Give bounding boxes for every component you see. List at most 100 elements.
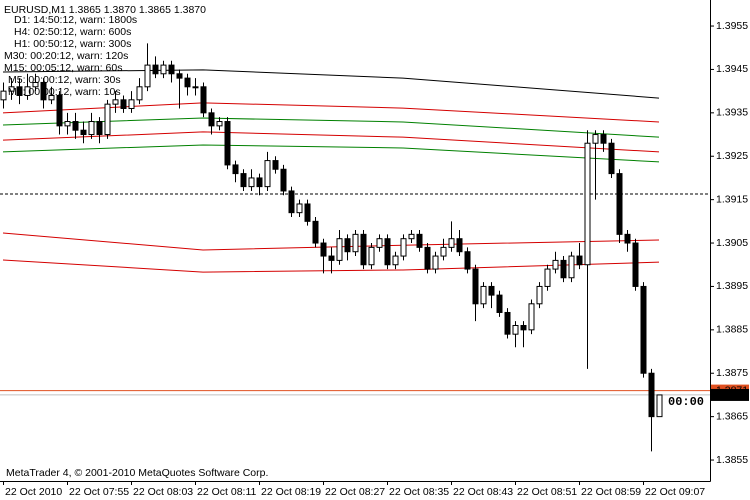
candle-body-down (496, 294, 503, 313)
indicator-line (2, 131, 660, 153)
y-tick-label: 1.3875 (716, 367, 748, 379)
candle-body-up (264, 160, 271, 188)
candle-body-down (56, 94, 63, 127)
indicator-line (2, 259, 660, 273)
timer-text: H1: 00:50:12, warn: 300s (14, 38, 131, 50)
candle-body-up (352, 233, 359, 253)
timer-text: D1: 14:50:12, warn: 1800s (14, 14, 137, 26)
candle-body-down (208, 112, 215, 127)
candle-body-down (312, 220, 319, 244)
bid-label: 1.3870 (716, 389, 748, 401)
x-tick-label: 22 Oct 08:51 (517, 486, 577, 498)
candle-body-up (440, 246, 447, 257)
candle-body-down (224, 121, 231, 166)
footer: MetaTrader 4, © 2001-2010 MetaQuotes Sof… (6, 467, 268, 479)
candle-body-up (136, 86, 143, 101)
candle-body-up (64, 121, 71, 127)
plot-area (0, 43, 710, 452)
y-tick-label: 1.3955 (716, 20, 748, 32)
candle-body-down (40, 81, 47, 101)
candle-body-down (240, 173, 247, 188)
x-tick-label: 22 Oct 07:55 (69, 486, 129, 498)
x-tick-label: 22 Oct 08:19 (261, 486, 321, 498)
candle-body-down (256, 177, 263, 188)
candle-body-up (400, 238, 407, 257)
candle-body-down (464, 251, 471, 270)
y-tick-label: 1.3935 (716, 107, 748, 119)
candle-body-down (360, 233, 367, 266)
candle-body-up (144, 64, 151, 88)
x-tick-label: 22 Oct 08:11 (197, 486, 257, 498)
candle-body-up (528, 303, 535, 331)
candle-body-up (24, 86, 31, 96)
bid-label-box (711, 388, 749, 401)
candle-body-down (120, 99, 127, 109)
candle-body-up (112, 99, 119, 105)
timer-text: M30: 00:20:12, warn: 120s (4, 50, 128, 62)
candle-body-down (72, 121, 79, 131)
y-tick-label: 1.3885 (716, 324, 748, 336)
candle-body-down (488, 285, 495, 296)
candle-body-up (0, 90, 7, 101)
candle-body-down (384, 238, 391, 266)
candle-body-down (608, 142, 615, 175)
candle-body-down (304, 203, 311, 222)
candle-body-down (328, 255, 335, 261)
candle-body-down (600, 134, 607, 144)
candle-body-down (424, 246, 431, 270)
candle-body-up (32, 81, 39, 88)
candle-body-down (80, 129, 87, 136)
y-tick-label: 1.3865 (716, 410, 748, 422)
x-tick-label: 22 Oct 2010 (5, 486, 62, 498)
y-tick-label: 1.3895 (716, 280, 748, 292)
candle-body-up (536, 285, 543, 305)
indicator-line (2, 102, 660, 123)
candle-body-down (96, 121, 103, 136)
countdown: 00:00 (668, 395, 704, 409)
candle-body-up (544, 268, 551, 287)
candle-body-up (656, 394, 663, 418)
candle-body-up (568, 255, 575, 279)
candle-body-down (232, 164, 239, 175)
candle-body-up (584, 142, 591, 266)
overlay: EURUSD,M1 1.3865 1.3870 1.3865 1.3870 Me… (4, 4, 704, 479)
chart-title: EURUSD,M1 1.3865 1.3870 1.3865 1.3870 (4, 4, 206, 16)
indicator-line (2, 144, 660, 163)
candle-body-down (520, 324, 527, 331)
candle-body-down (288, 190, 295, 214)
candle-body-up (480, 285, 487, 305)
timer-text: H4: 02:50:12, warn: 600s (14, 26, 131, 38)
candle-body-down (648, 372, 655, 418)
candle-body-down (560, 259, 567, 279)
candle-body-up (296, 203, 303, 214)
timer-text: M5: 00:00:12, warn: 30s (8, 74, 121, 86)
candle-body-down (280, 168, 287, 192)
x-tick-label: 22 Oct 08:03 (133, 486, 193, 498)
candle-body-down (640, 285, 647, 374)
indicator-line (2, 117, 660, 138)
candle-body-up (392, 255, 399, 266)
candle-body-down (416, 233, 423, 248)
candle-body-up (8, 86, 15, 92)
candle-body-down (504, 311, 511, 335)
x-tick-label: 22 Oct 08:27 (325, 486, 385, 498)
candle-body-up (192, 86, 199, 89)
x-tick-label: 22 Oct 08:35 (389, 486, 449, 498)
x-tick-label: 22 Oct 09:07 (645, 486, 705, 498)
candle-body-down (272, 160, 279, 170)
candle-body-down (344, 238, 351, 253)
candle-body-down (576, 255, 583, 266)
timer-text: M1: 00:00:12, warn: 10s (8, 86, 121, 98)
candle-body-down (200, 86, 207, 114)
candle-body-up (160, 64, 167, 75)
candle-body-up (592, 134, 599, 144)
candle-body-up (104, 103, 111, 136)
candle-body-down (320, 242, 327, 257)
candle-body-up (368, 246, 375, 266)
y-tick-label: 1.3945 (716, 63, 748, 75)
y-tick-label: 1.3905 (716, 237, 748, 249)
candle-body-up (552, 259, 559, 270)
candle-body-down (176, 73, 183, 79)
candle-body-up (128, 99, 135, 109)
